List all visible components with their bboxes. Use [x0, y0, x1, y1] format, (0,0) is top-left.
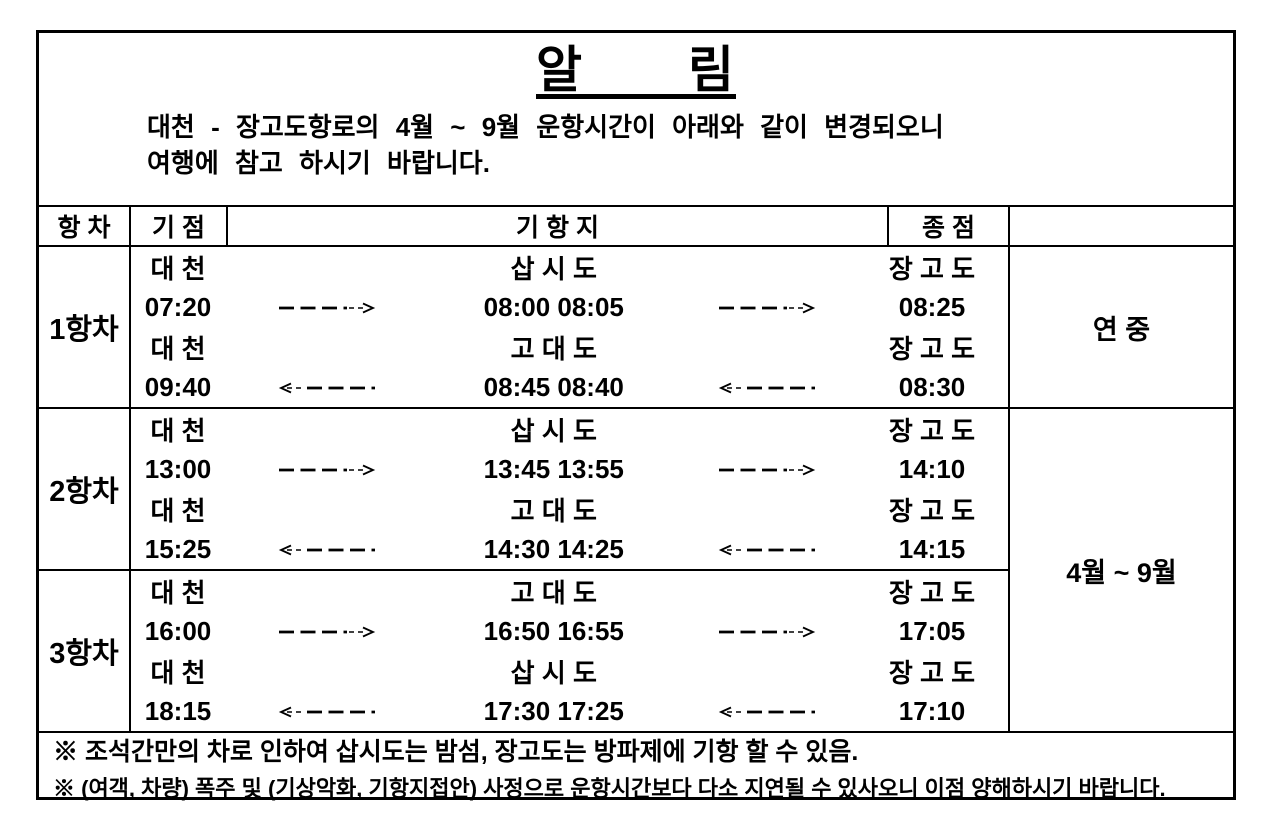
voyage-label: 3항차 — [39, 569, 131, 733]
header-via: 기 항 지 — [226, 205, 889, 247]
voyage-label: 1항차 — [39, 245, 131, 409]
origin-stop: 대 천 — [150, 415, 206, 446]
dashed-arrow-left-icon — [719, 544, 816, 555]
intro-text: 대천 - 장고도항로의 4월 ~ 9월 운항시간이 아래와 같이 변경되오니 여… — [147, 109, 1233, 181]
dashed-arrow-right-icon — [278, 464, 376, 475]
dashed-arrow-left-icon — [278, 706, 375, 717]
origin-time: 15:25 — [144, 533, 212, 564]
origin-time: 07:20 — [144, 291, 212, 322]
dest-time: 17:10 — [898, 695, 966, 726]
header-row: 항 차 기 점 기 항 지 종 점 — [39, 205, 1233, 247]
via-stop: 삽 시 도 — [510, 415, 597, 446]
dest-time: 17:05 — [898, 615, 966, 646]
dest-stop: 장 고 도 — [888, 657, 976, 688]
trip-times-line: 15:25 14:30 14:25 14:15 — [131, 529, 1008, 569]
dest-time: 14:15 — [898, 533, 966, 564]
dashed-arrow-right-icon — [278, 626, 376, 637]
dest-stop: 장 고 도 — [888, 577, 976, 608]
header-terminus: 종 점 — [887, 205, 1010, 247]
page-title: 알 림 — [536, 42, 736, 98]
header-voyage: 항 차 — [39, 205, 131, 247]
dashed-arrow-left-icon — [719, 706, 816, 717]
origin-stop: 대 천 — [150, 253, 206, 284]
voyage-content: 대 천 삽 시 도 장 고 도 13:00 13:45 13:55 14:10 — [129, 407, 1010, 571]
dest-stop: 장 고 도 — [888, 333, 976, 364]
origin-stop: 대 천 — [150, 657, 206, 688]
table-row-voyage-3: 3항차 대 천 고 대 도 장 고 도 16:00 16:50 16:55 — [39, 569, 1233, 733]
origin-stop: 대 천 — [150, 333, 206, 364]
dashed-arrow-right-icon — [278, 302, 376, 313]
via-times: 16:50 16:55 — [483, 615, 624, 646]
dashed-arrow-left-icon — [278, 382, 375, 393]
trip-times-line: 18:15 17:30 17:25 17:10 — [131, 691, 1008, 731]
dashed-arrow-left-icon — [278, 544, 375, 555]
via-times: 17:30 17:25 — [483, 695, 624, 726]
dest-stop: 장 고 도 — [888, 415, 976, 446]
title-area: 알 림 대천 - 장고도항로의 4월 ~ 9월 운항시간이 아래와 같이 변경되… — [39, 33, 1233, 205]
via-times: 14:30 14:25 — [483, 533, 624, 564]
intro-line-2: 여행에 참고 하시기 바랍니다. — [147, 148, 490, 178]
voyage-label: 2항차 — [39, 407, 131, 571]
trip-stops-line: 대 천 고 대 도 장 고 도 — [131, 571, 1008, 611]
trip-stops-line: 대 천 고 대 도 장 고 도 — [131, 327, 1008, 367]
trip-times-line: 07:20 08:00 08:05 08:25 — [131, 287, 1008, 327]
table-row-voyage-1: 1항차 대 천 삽 시 도 장 고 도 07:20 08:00 08:05 — [39, 245, 1233, 409]
dashed-arrow-left-icon — [719, 382, 816, 393]
origin-time: 13:00 — [144, 453, 212, 484]
trip-times-line: 16:00 16:50 16:55 17:05 — [131, 611, 1008, 651]
intro-line-1: 대천 - 장고도항로의 4월 ~ 9월 운항시간이 아래와 같이 변경되오니 — [147, 112, 944, 142]
trip-times-line: 13:00 13:45 13:55 14:10 — [131, 449, 1008, 489]
voyage-content: 대 천 고 대 도 장 고 도 16:00 16:50 16:55 17:05 — [129, 569, 1010, 733]
note-line-2: ※ (여객, 차량) 폭주 및 (기상악화, 기항지접안) 사정으로 운항시간보… — [53, 776, 1166, 801]
trip-stops-line: 대 천 고 대 도 장 고 도 — [131, 489, 1008, 529]
trip-times-line: 09:40 08:45 08:40 08:30 — [131, 367, 1008, 407]
origin-time: 16:00 — [144, 615, 212, 646]
ferry-schedule-table: 항 차 기 점 기 항 지 종 점 1항차 대 천 삽 시 도 장 고 도 — [39, 205, 1233, 807]
season-cell: 연 중 — [1008, 245, 1233, 409]
dashed-arrow-right-icon — [719, 302, 816, 313]
notes-cell: ※ 조석간만의 차로 인하여 삽시도는 밤섬, 장고도는 방파제에 기항 할 수… — [39, 731, 1233, 807]
trip-stops-line: 대 천 삽 시 도 장 고 도 — [131, 409, 1008, 449]
header-origin: 기 점 — [129, 205, 228, 247]
origin-stop: 대 천 — [150, 577, 206, 608]
via-stop: 고 대 도 — [510, 577, 597, 608]
notice-sheet: 알 림 대천 - 장고도항로의 4월 ~ 9월 운항시간이 아래와 같이 변경되… — [36, 30, 1236, 807]
notes-row: ※ 조석간만의 차로 인하여 삽시도는 밤섬, 장고도는 방파제에 기항 할 수… — [39, 731, 1233, 807]
season-cell: 4월 ~ 9월 — [1008, 407, 1233, 733]
via-stop: 삽 시 도 — [510, 657, 597, 688]
via-stop: 고 대 도 — [510, 333, 597, 364]
origin-time: 09:40 — [144, 371, 212, 402]
origin-stop: 대 천 — [150, 495, 206, 526]
via-stop: 삽 시 도 — [510, 253, 597, 284]
dashed-arrow-right-icon — [719, 626, 816, 637]
table-row-voyage-2: 2항차 대 천 삽 시 도 장 고 도 13:00 13:45 13:55 — [39, 407, 1233, 733]
dest-time: 08:30 — [898, 371, 966, 402]
via-times: 08:45 08:40 — [483, 371, 624, 402]
voyage-content: 대 천 삽 시 도 장 고 도 07:20 08:00 08:05 08:25 — [129, 245, 1010, 409]
trip-stops-line: 대 천 삽 시 도 장 고 도 — [131, 247, 1008, 287]
header-season — [1008, 205, 1233, 247]
dest-stop: 장 고 도 — [888, 495, 976, 526]
note-line-1: ※ 조석간만의 차로 인하여 삽시도는 밤섬, 장고도는 방파제에 기항 할 수… — [53, 738, 859, 766]
dest-time: 08:25 — [898, 291, 966, 322]
dest-time: 14:10 — [898, 453, 966, 484]
via-stop: 고 대 도 — [510, 495, 597, 526]
via-times: 08:00 08:05 — [483, 291, 624, 322]
dest-stop: 장 고 도 — [888, 253, 976, 284]
dashed-arrow-right-icon — [719, 464, 816, 475]
origin-time: 18:15 — [144, 695, 212, 726]
trip-stops-line: 대 천 삽 시 도 장 고 도 — [131, 651, 1008, 691]
via-times: 13:45 13:55 — [483, 453, 624, 484]
